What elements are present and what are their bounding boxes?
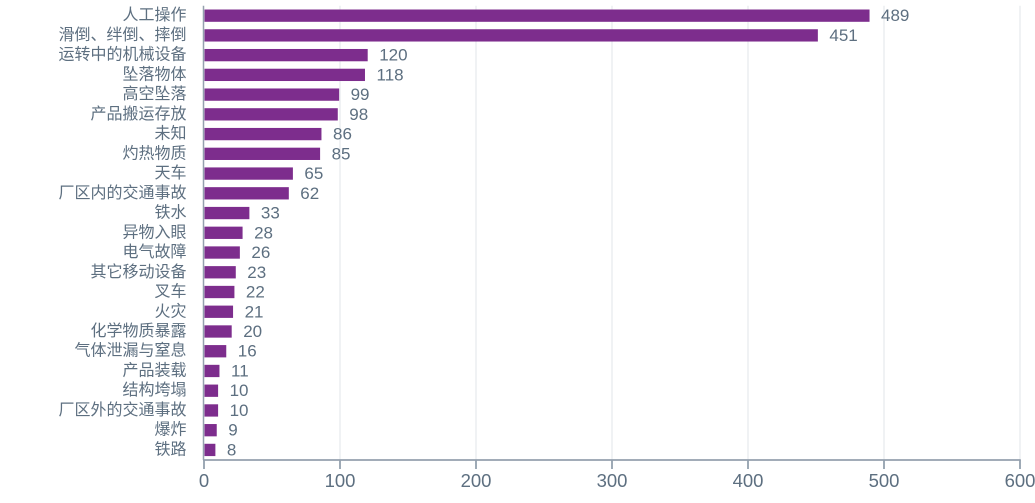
svg-text:其它移动设备: 其它移动设备 — [90, 263, 186, 281]
svg-text:99: 99 — [351, 85, 370, 104]
svg-text:电气故障: 电气故障 — [122, 243, 186, 261]
svg-text:10: 10 — [230, 401, 249, 420]
svg-text:451: 451 — [829, 26, 857, 45]
svg-text:滑倒、绊倒、摔倒: 滑倒、绊倒、摔倒 — [58, 26, 186, 44]
svg-text:98: 98 — [349, 105, 368, 124]
svg-text:9: 9 — [228, 421, 237, 440]
svg-text:8: 8 — [227, 440, 236, 459]
svg-text:33: 33 — [261, 204, 280, 223]
svg-text:20: 20 — [243, 322, 262, 341]
svg-text:爆炸: 爆炸 — [154, 420, 186, 439]
svg-text:16: 16 — [238, 342, 257, 361]
svg-text:灼热物质: 灼热物质 — [122, 144, 186, 162]
svg-text:厂区外的交通事故: 厂区外的交通事故 — [58, 401, 186, 419]
svg-text:异物入眼: 异物入眼 — [122, 223, 186, 241]
svg-text:铁水: 铁水 — [154, 204, 186, 222]
svg-text:23: 23 — [247, 263, 266, 282]
svg-text:产品搬运存放: 产品搬运存放 — [90, 105, 186, 123]
svg-text:运转中的机械设备: 运转中的机械设备 — [58, 46, 186, 64]
svg-text:气体泄漏与窒息: 气体泄漏与窒息 — [74, 342, 186, 360]
svg-text:结构垮塌: 结构垮塌 — [122, 381, 186, 399]
svg-text:10: 10 — [230, 381, 249, 400]
svg-text:厂区内的交通事故: 厂区内的交通事故 — [58, 184, 186, 202]
svg-text:高空坠落: 高空坠落 — [122, 85, 186, 103]
svg-text:65: 65 — [304, 164, 323, 183]
svg-text:坠落物体: 坠落物体 — [122, 65, 186, 83]
svg-text:100: 100 — [325, 470, 356, 491]
svg-text:未知: 未知 — [154, 125, 186, 143]
svg-text:11: 11 — [231, 361, 249, 380]
svg-text:62: 62 — [300, 184, 319, 203]
svg-text:600: 600 — [1005, 470, 1035, 491]
svg-text:叉车: 叉车 — [154, 283, 186, 301]
svg-text:21: 21 — [245, 302, 264, 321]
svg-text:人工操作: 人工操作 — [122, 6, 186, 24]
svg-text:500: 500 — [869, 470, 900, 491]
svg-text:400: 400 — [733, 470, 764, 491]
svg-text:铁路: 铁路 — [154, 440, 186, 458]
svg-text:化学物质暴露: 化学物质暴露 — [90, 322, 186, 340]
svg-text:118: 118 — [377, 65, 404, 84]
svg-text:85: 85 — [332, 144, 351, 163]
svg-text:产品装载: 产品装载 — [122, 361, 186, 379]
svg-text:28: 28 — [254, 223, 273, 242]
svg-text:489: 489 — [881, 6, 909, 25]
svg-text:天车: 天车 — [154, 164, 186, 182]
svg-text:22: 22 — [246, 283, 265, 302]
svg-text:200: 200 — [461, 470, 492, 491]
svg-text:0: 0 — [199, 470, 209, 491]
svg-text:120: 120 — [379, 46, 407, 65]
svg-text:300: 300 — [597, 470, 628, 491]
svg-text:86: 86 — [333, 125, 352, 144]
svg-text:26: 26 — [251, 243, 270, 262]
svg-text:火灾: 火灾 — [154, 302, 186, 320]
